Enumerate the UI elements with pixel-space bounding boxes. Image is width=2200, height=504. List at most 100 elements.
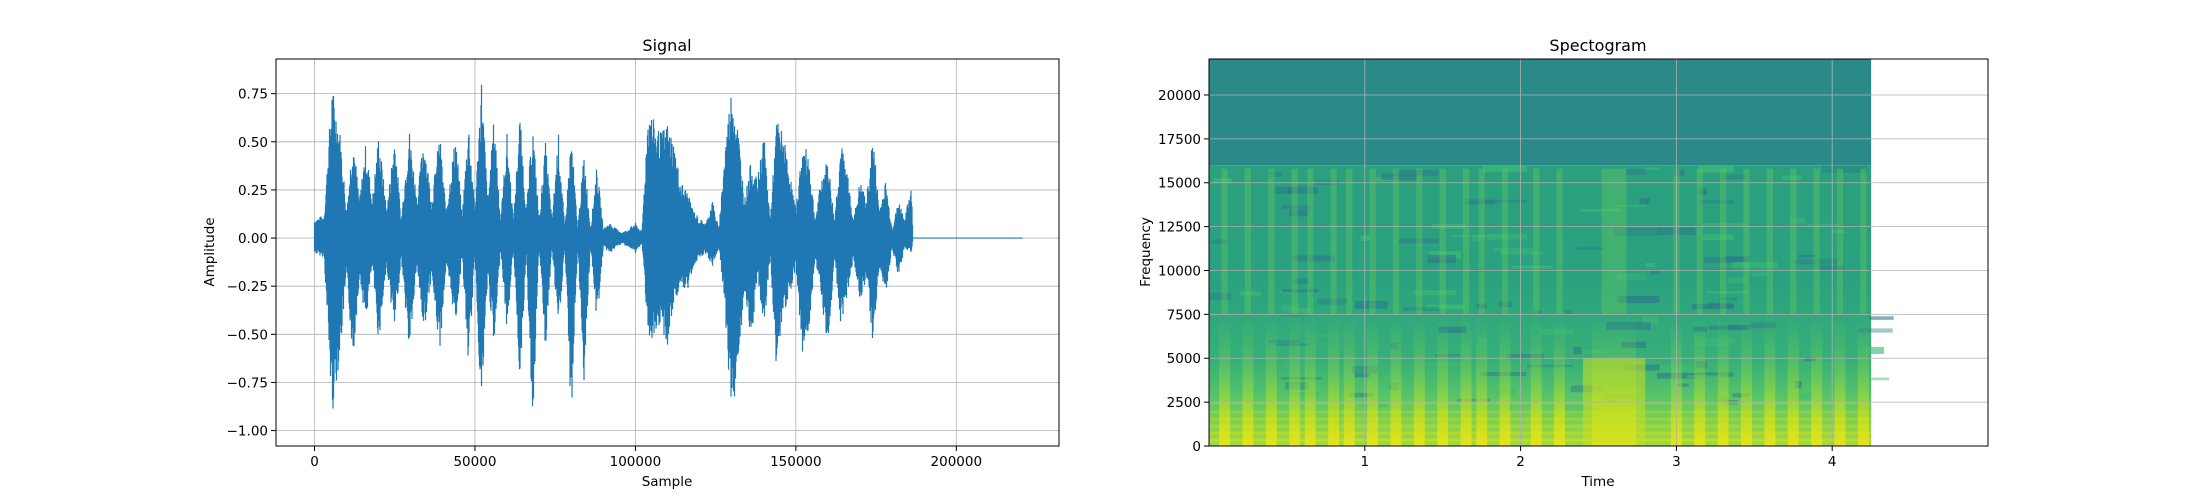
spectrogram-texture — [1858, 328, 1893, 333]
signal-x-tick-label: 100000 — [610, 454, 662, 470]
spectrogram-y-tick-label: 15000 — [1158, 176, 1201, 192]
spectrogram-speech-upper — [1392, 168, 1400, 315]
signal-y-tick-label: 0.25 — [238, 183, 268, 199]
spectrogram-speech-column — [1717, 314, 1729, 446]
spectrogram-x-ticks: 1 2 3 4 — [1361, 446, 1836, 470]
signal-x-ticks: 0 50000 100000 150000 200000 — [310, 446, 982, 470]
spectrogram-texture — [1533, 310, 1542, 314]
spectrogram-texture — [1644, 263, 1656, 268]
spectrogram-texture — [1213, 178, 1232, 184]
spectrogram-texture — [1381, 173, 1417, 181]
signal-x-tick-label: 150000 — [770, 454, 822, 470]
spectrogram-grid — [1209, 59, 1988, 447]
spectrogram-speech-upper — [1720, 168, 1727, 315]
spectrogram-texture — [1704, 257, 1748, 263]
spectrogram-axes-frame — [1208, 58, 1989, 447]
spectrogram-texture — [1457, 398, 1491, 402]
spectrogram-speech-upper — [1790, 168, 1797, 315]
spectrogram-texture — [1702, 234, 1734, 241]
signal-y-tick-label: 0.75 — [238, 87, 268, 103]
spectrogram-speech-upper — [1813, 168, 1820, 315]
spectrogram-texture — [1239, 291, 1261, 296]
spectrogram-speech-column — [1530, 314, 1542, 446]
spectrogram-texture — [1275, 186, 1319, 195]
spectrogram-texture — [1317, 298, 1348, 305]
spectrogram-texture — [1641, 316, 1659, 324]
spectrogram-speech-upper — [1369, 168, 1376, 315]
spectrogram-x-tick-label: 1 — [1361, 454, 1370, 470]
signal-y-tick-label: −0.25 — [227, 279, 268, 295]
spectrogram-ylabel: Frequency — [1138, 217, 1154, 287]
spectrogram-speech-upper — [1478, 168, 1485, 315]
spectrogram-y-tick-label: 7500 — [1167, 307, 1201, 323]
spectrogram-speech-upper — [1244, 168, 1252, 315]
spectrogram-texture — [1639, 198, 1650, 205]
spectrogram-texture — [1427, 254, 1456, 263]
spectrogram-texture — [1579, 208, 1622, 212]
spectrogram-texture — [1438, 326, 1466, 334]
spectrogram-y-tick-label: 2500 — [1167, 395, 1201, 411]
spectrogram-speech-column — [1834, 314, 1846, 446]
spectrogram-speech-column — [1343, 314, 1355, 446]
signal-y-tick-label: 0.00 — [238, 231, 268, 247]
spectrogram-xlabel: Time — [1580, 474, 1614, 490]
signal-chart: Signal 0 50000 100000 150000 200000 −1.00 −0.… — [202, 36, 1060, 490]
spectrogram-texture — [1279, 290, 1295, 294]
spectrogram-speech-column — [1694, 314, 1706, 446]
spectrogram-speech-column — [1289, 314, 1301, 446]
spectrogram-texture — [1526, 364, 1573, 368]
spectrogram-texture — [1719, 297, 1738, 301]
spectrogram-speech-upper — [1533, 168, 1540, 315]
signal-y-ticks: −1.00 −0.75 −0.50 −0.25 0.00 0.25 0.50 0.75 — [227, 87, 276, 440]
signal-x-tick-label: 200000 — [931, 454, 983, 470]
spectrogram-texture — [1831, 230, 1846, 233]
spectrogram-texture — [1676, 383, 1689, 387]
spectrogram-speech-column — [1304, 314, 1316, 446]
spectrogram-texture — [1498, 301, 1513, 308]
spectrogram-texture — [1751, 272, 1767, 277]
spectrogram-texture — [1818, 265, 1845, 272]
spectrogram-speech-column — [1367, 314, 1379, 446]
spectrogram-speech-column — [1857, 314, 1869, 446]
spectrogram-texture — [1281, 304, 1300, 311]
spectrogram-texture — [1354, 373, 1370, 378]
spectrogram-texture — [1564, 309, 1572, 315]
spectrogram-harmonic-band — [1209, 410, 1872, 414]
spectrogram-speech-upper — [1696, 168, 1703, 315]
spectrogram-harmonic-band — [1209, 438, 1872, 442]
spectrogram-texture — [1288, 307, 1310, 314]
spectrogram-harmonic-band — [1209, 424, 1872, 428]
spectrogram-texture — [1705, 268, 1734, 271]
spectrogram-texture — [1485, 199, 1527, 203]
spectrogram-texture — [1686, 375, 1725, 379]
signal-y-tick-label: −0.50 — [227, 327, 268, 343]
spectrogram-texture — [1464, 199, 1496, 205]
spectrogram-y-tick-label: 20000 — [1158, 88, 1201, 104]
spectrogram-texture — [1721, 174, 1747, 180]
spectrogram-high-band — [1209, 59, 1872, 166]
spectrogram-x-tick-label: 2 — [1516, 454, 1525, 470]
spectrogram-texture — [1414, 290, 1456, 296]
spectrogram-texture — [1612, 204, 1646, 208]
spectrogram-texture — [1791, 393, 1816, 400]
spectrogram-speech-upper — [1743, 168, 1750, 315]
spectrogram-texture — [1304, 334, 1348, 338]
spectrogram-texture — [1493, 247, 1534, 253]
spectrogram-texture — [1727, 277, 1747, 284]
spectrogram-speech-upper — [1439, 168, 1446, 315]
spectrogram-harmonic-band — [1209, 417, 1872, 421]
spectrogram-texture — [1781, 175, 1802, 180]
spectrogram-texture — [1867, 377, 1890, 381]
spectrogram-texture — [1804, 357, 1816, 362]
spectrogram-texture — [1511, 265, 1553, 269]
signal-y-tick-label: −1.00 — [227, 424, 268, 440]
signal-axes-frame — [275, 58, 1060, 447]
spectrogram-speech-upper — [1766, 168, 1773, 315]
signal-x-tick-label: 50000 — [453, 454, 496, 470]
spectrogram-texture — [1209, 292, 1231, 301]
spectrogram-texture — [1212, 239, 1228, 244]
spectrogram-texture — [1650, 270, 1660, 275]
spectrogram-texture — [1425, 304, 1465, 310]
spectrogram-texture — [1577, 247, 1604, 250]
